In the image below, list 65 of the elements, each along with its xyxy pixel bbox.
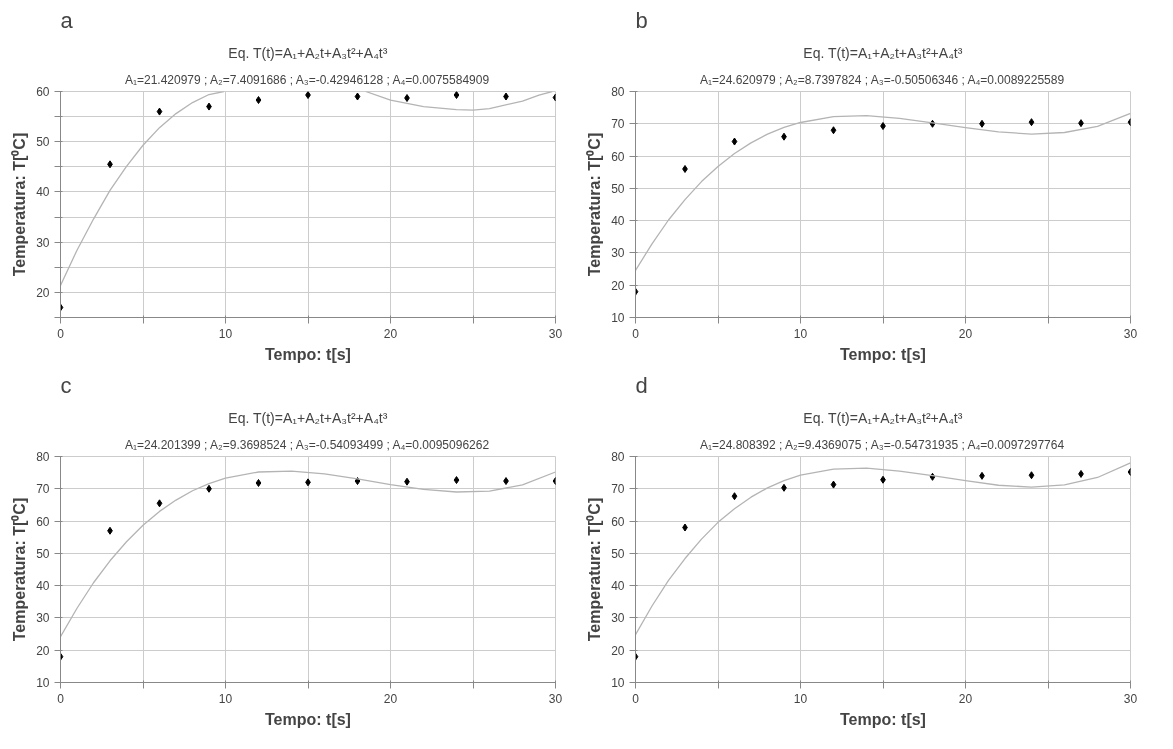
y-tick-label: 80 — [611, 450, 625, 464]
y-tick-label: 70 — [36, 482, 50, 497]
x-tick-label: 20 — [958, 326, 973, 341]
y-tick-label: 60 — [36, 85, 50, 99]
x-tick-label: 0 — [632, 691, 640, 706]
y-tick-label: 40 — [36, 185, 50, 200]
y-tick-label: 70 — [611, 117, 625, 132]
y-tick-label: 50 — [36, 546, 50, 561]
y-axis-title: Temperatura: T[⁰C] — [11, 497, 29, 642]
chart-title: Eq. T(t)=A₁+A₂t+A₃t²+A₄t³ — [228, 409, 388, 426]
y-tick-label: 50 — [611, 181, 625, 196]
y-tick-label: 30 — [611, 246, 625, 261]
x-axis-title: Tempo: t[s] — [265, 345, 351, 363]
chart-subtitle: A₁=21.420979 ; A₂=7.4091686 ; A₃=-0.42946128 ; A₄=0.0075584909 — [124, 72, 490, 87]
x-axis-title: Tempo: t[s] — [840, 710, 926, 728]
y-tick-label: 60 — [611, 149, 625, 164]
text: a — [60, 7, 74, 33]
chart-title: Eq. T(t)=A₁+A₂t+A₃t²+A₄t³ — [228, 44, 388, 61]
x-tick-label: 20 — [383, 691, 398, 706]
y-tick-label: 80 — [611, 85, 625, 99]
y-tick-label: 20 — [611, 278, 625, 293]
x-tick-label: 10 — [793, 691, 808, 706]
x-tick-label: 0 — [57, 691, 65, 706]
x-tick-label: 30 — [1123, 691, 1138, 706]
y-tick-label: 30 — [611, 611, 625, 626]
y-tick-label: 40 — [611, 579, 625, 594]
text: c — [60, 372, 72, 398]
text: b — [635, 7, 648, 33]
y-tick-label: 10 — [36, 676, 50, 690]
x-tick-label: 0 — [632, 326, 640, 341]
y-axis-title: Temperatura: T[⁰C] — [11, 132, 29, 277]
x-tick-label: 10 — [218, 326, 233, 341]
y-tick-label: 50 — [36, 135, 50, 150]
y-tick-label: 20 — [36, 285, 50, 300]
y-tick-label: 30 — [36, 611, 50, 626]
x-tick-label: 30 — [548, 691, 563, 706]
y-tick-label: 70 — [611, 482, 625, 497]
x-tick-label: 10 — [218, 691, 233, 706]
text: d — [635, 372, 648, 398]
x-tick-label: 0 — [57, 326, 65, 341]
y-axis-title: Temperatura: T[⁰C] — [586, 132, 604, 277]
chart-title: Eq. T(t)=A₁+A₂t+A₃t²+A₄t³ — [803, 409, 963, 426]
x-axis-title: Tempo: t[s] — [840, 345, 926, 363]
y-axis-title: Temperatura: T[⁰C] — [586, 497, 604, 642]
chart-subtitle: A₁=24.808392 ; A₂=9.4369075 ; A₃=-0.54731935 ; A₄=0.0097297764 — [699, 437, 1065, 452]
x-axis-title: Tempo: t[s] — [265, 710, 351, 728]
y-tick-label: 40 — [611, 214, 625, 229]
x-tick-label: 20 — [958, 691, 973, 706]
x-tick-label: 10 — [793, 326, 808, 341]
chart-subtitle: A₁=24.201399 ; A₂=9.3698524 ; A₃=-0.54093499 ; A₄=0.0095096262 — [124, 437, 490, 452]
y-tick-label: 10 — [611, 311, 625, 325]
y-tick-label: 80 — [36, 450, 50, 464]
y-tick-label: 60 — [36, 514, 50, 529]
x-tick-label: 30 — [548, 326, 563, 341]
y-tick-label: 10 — [611, 676, 625, 690]
y-tick-label: 20 — [611, 643, 625, 658]
x-tick-label: 20 — [383, 326, 398, 341]
x-tick-label: 30 — [1123, 326, 1138, 341]
y-tick-label: 60 — [611, 514, 625, 529]
y-tick-label: 30 — [36, 235, 50, 250]
y-tick-label: 50 — [611, 546, 625, 561]
chart-subtitle: A₁=24.620979 ; A₂=8.7397824 ; A₃=-0.50506346 ; A₄=0.0089225589 — [699, 72, 1065, 87]
y-tick-label: 20 — [36, 643, 50, 658]
y-tick-label: 40 — [36, 579, 50, 594]
chart-title: Eq. T(t)=A₁+A₂t+A₃t²+A₄t³ — [803, 44, 963, 61]
